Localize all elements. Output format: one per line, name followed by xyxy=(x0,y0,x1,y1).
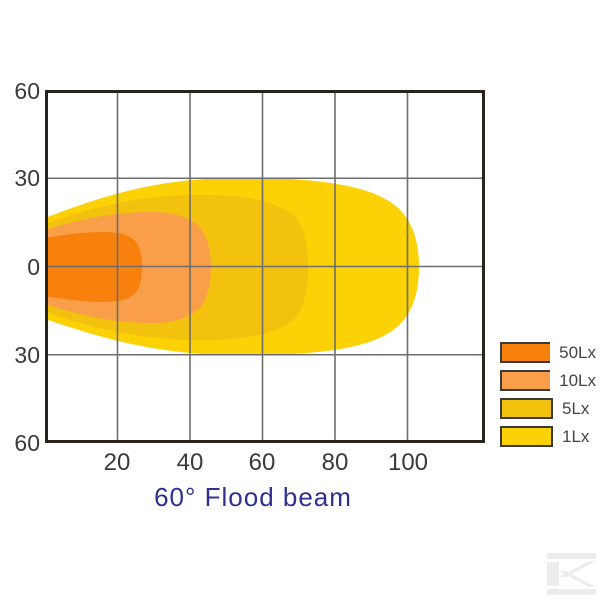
y-tick-30-top: 30 xyxy=(14,165,40,191)
y-tick-60-bottom: 60 xyxy=(14,430,40,456)
legend-row-50lx: 50Lx xyxy=(500,342,596,363)
x-tick-60: 60 xyxy=(248,449,276,476)
legend-swatch-10lx xyxy=(500,370,551,391)
gridlines xyxy=(45,90,485,443)
chart-title: 60° Flood beam xyxy=(154,482,352,512)
y-tick-60-top: 60 xyxy=(14,78,40,104)
plot-border xyxy=(45,90,485,443)
x-tick-100: 100 xyxy=(387,449,429,476)
legend-swatch-1lx xyxy=(500,426,553,447)
legend-label-5lx: 5Lx xyxy=(562,399,590,418)
y-tick-30-bottom: 30 xyxy=(14,342,40,368)
legend-label-10lx: 10Lx xyxy=(559,371,596,390)
legend-row-5lx: 5Lx xyxy=(500,398,596,419)
legend-label-50lx: 50Lx xyxy=(559,343,596,362)
legend-swatch-50lx xyxy=(500,342,551,363)
legend-row-10lx: 10Lx xyxy=(500,370,596,391)
legend-row-1lx: 1Lx xyxy=(500,426,596,447)
legend: 50Lx 10Lx 5Lx 1Lx xyxy=(500,342,596,454)
y-tick-0: 0 xyxy=(27,254,40,280)
plot-area xyxy=(45,90,485,443)
x-tick-20: 20 xyxy=(103,449,131,476)
x-tick-80: 80 xyxy=(321,449,349,476)
legend-label-1lx: 1Lx xyxy=(562,427,590,446)
k-logo-icon xyxy=(547,553,596,595)
legend-swatch-5lx xyxy=(500,398,553,419)
x-tick-40: 40 xyxy=(176,449,204,476)
